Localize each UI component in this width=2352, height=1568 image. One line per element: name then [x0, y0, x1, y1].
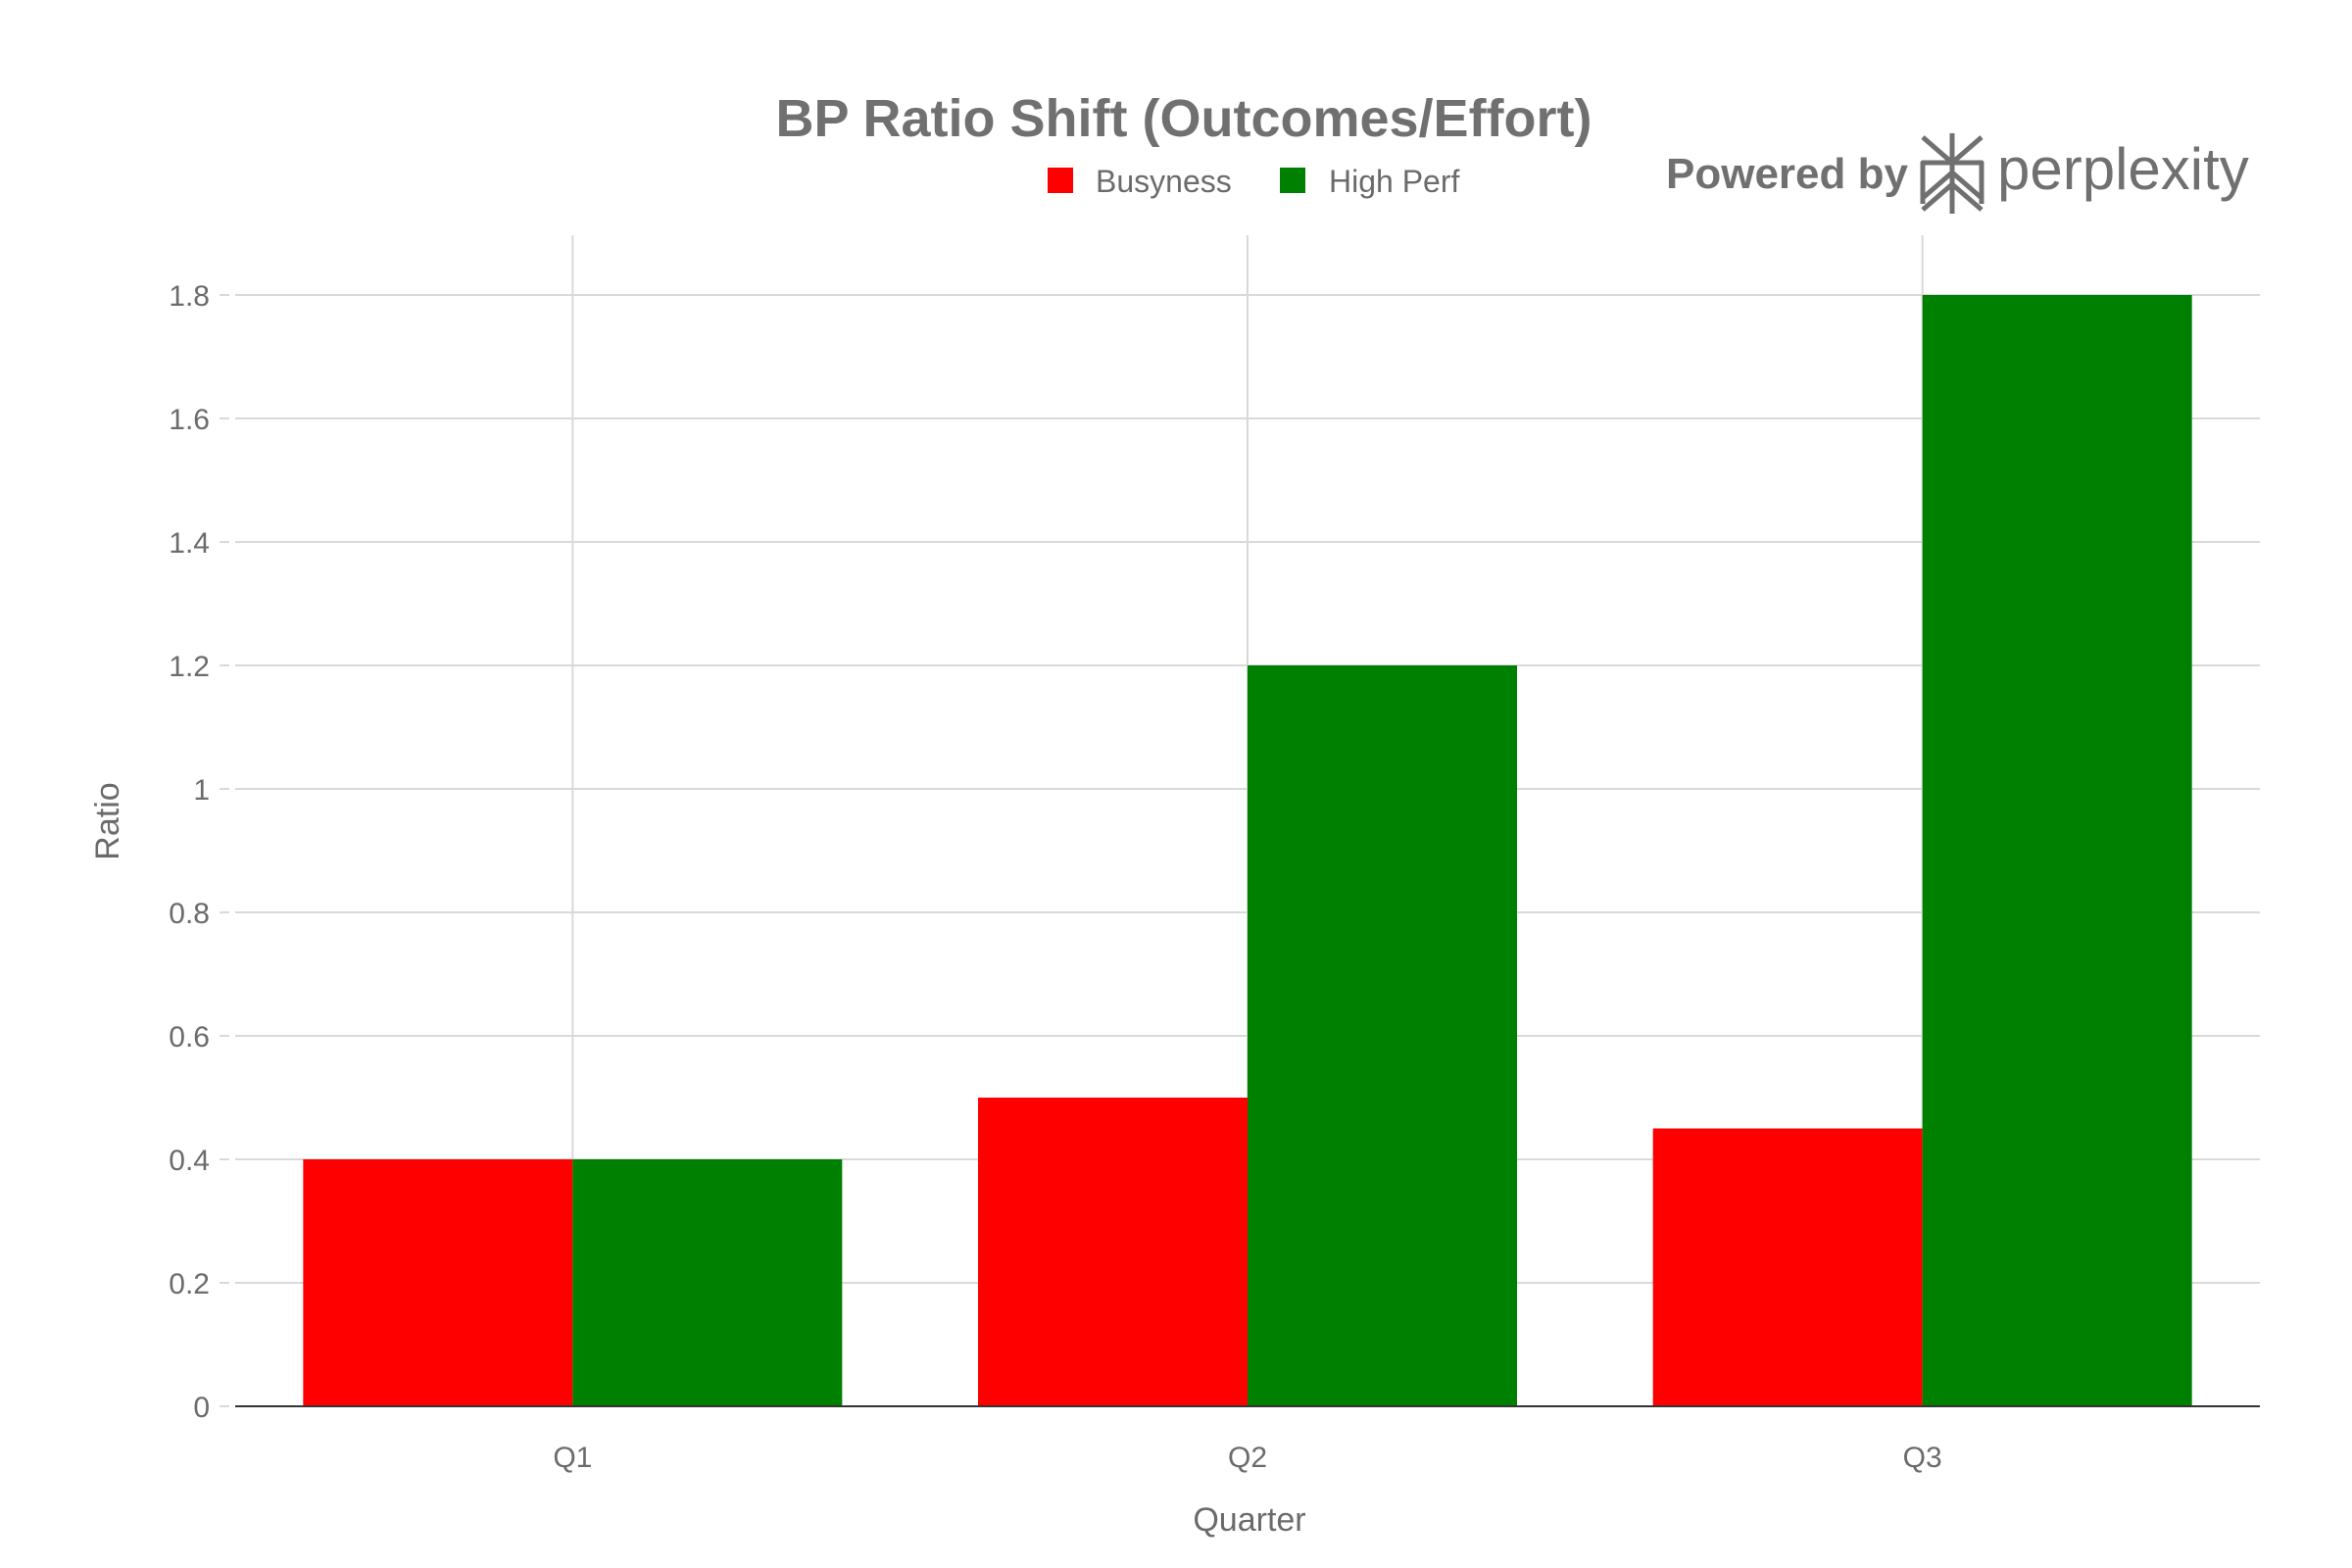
x-tick-label: Q3 — [1903, 1442, 1942, 1474]
y-tick-label: 1.4 — [169, 527, 210, 560]
bar-high-perf-q3 — [1922, 295, 2192, 1406]
y-tick-label: 1.8 — [169, 280, 210, 313]
perplexity-wordmark: perplexity — [1997, 136, 2249, 202]
branding: Powered by perplexity — [1666, 133, 2249, 214]
legend-swatch-high-perf — [1280, 168, 1305, 193]
axes: 0 0.2 0.4 0.6 0.8 1 1.2 1.4 1.6 1.8 Q1 Q2 Q3 — [169, 280, 2260, 1474]
bar-busyness-q3 — [1652, 1128, 1923, 1406]
legend: Busyness High Perf — [1048, 164, 1460, 199]
y-tick-label: 1.6 — [169, 404, 210, 436]
y-tick-label: 0.2 — [169, 1268, 210, 1300]
y-tick-label: 0.8 — [169, 898, 210, 930]
bar-high-perf-q2 — [1248, 665, 1517, 1406]
y-tick-label: 0.4 — [169, 1145, 210, 1177]
legend-swatch-busyness — [1048, 168, 1073, 193]
y-tick-label: 1.2 — [169, 651, 210, 683]
x-tick-label: Q1 — [553, 1442, 592, 1474]
legend-label-busyness: Busyness — [1096, 164, 1232, 199]
powered-by-label: Powered by — [1666, 150, 1908, 198]
bar-busyness-q1 — [303, 1159, 573, 1406]
perplexity-logo-icon — [1920, 133, 1984, 214]
bar-busyness-q2 — [978, 1098, 1248, 1406]
bar-high-perf-q1 — [572, 1159, 843, 1406]
x-axis-title: Quarter — [1193, 1501, 1305, 1539]
legend-label-high-perf: High Perf — [1329, 164, 1460, 199]
chart-title: BP Ratio Shift (Outcomes/Effort) — [775, 89, 1592, 148]
y-tick-label: 1 — [193, 774, 210, 807]
y-axis-title: Ratio — [89, 782, 126, 859]
y-tick-label: 0 — [193, 1392, 210, 1424]
x-tick-label: Q2 — [1228, 1442, 1267, 1474]
bars — [303, 295, 2192, 1406]
y-tick-label: 0.6 — [169, 1021, 210, 1054]
